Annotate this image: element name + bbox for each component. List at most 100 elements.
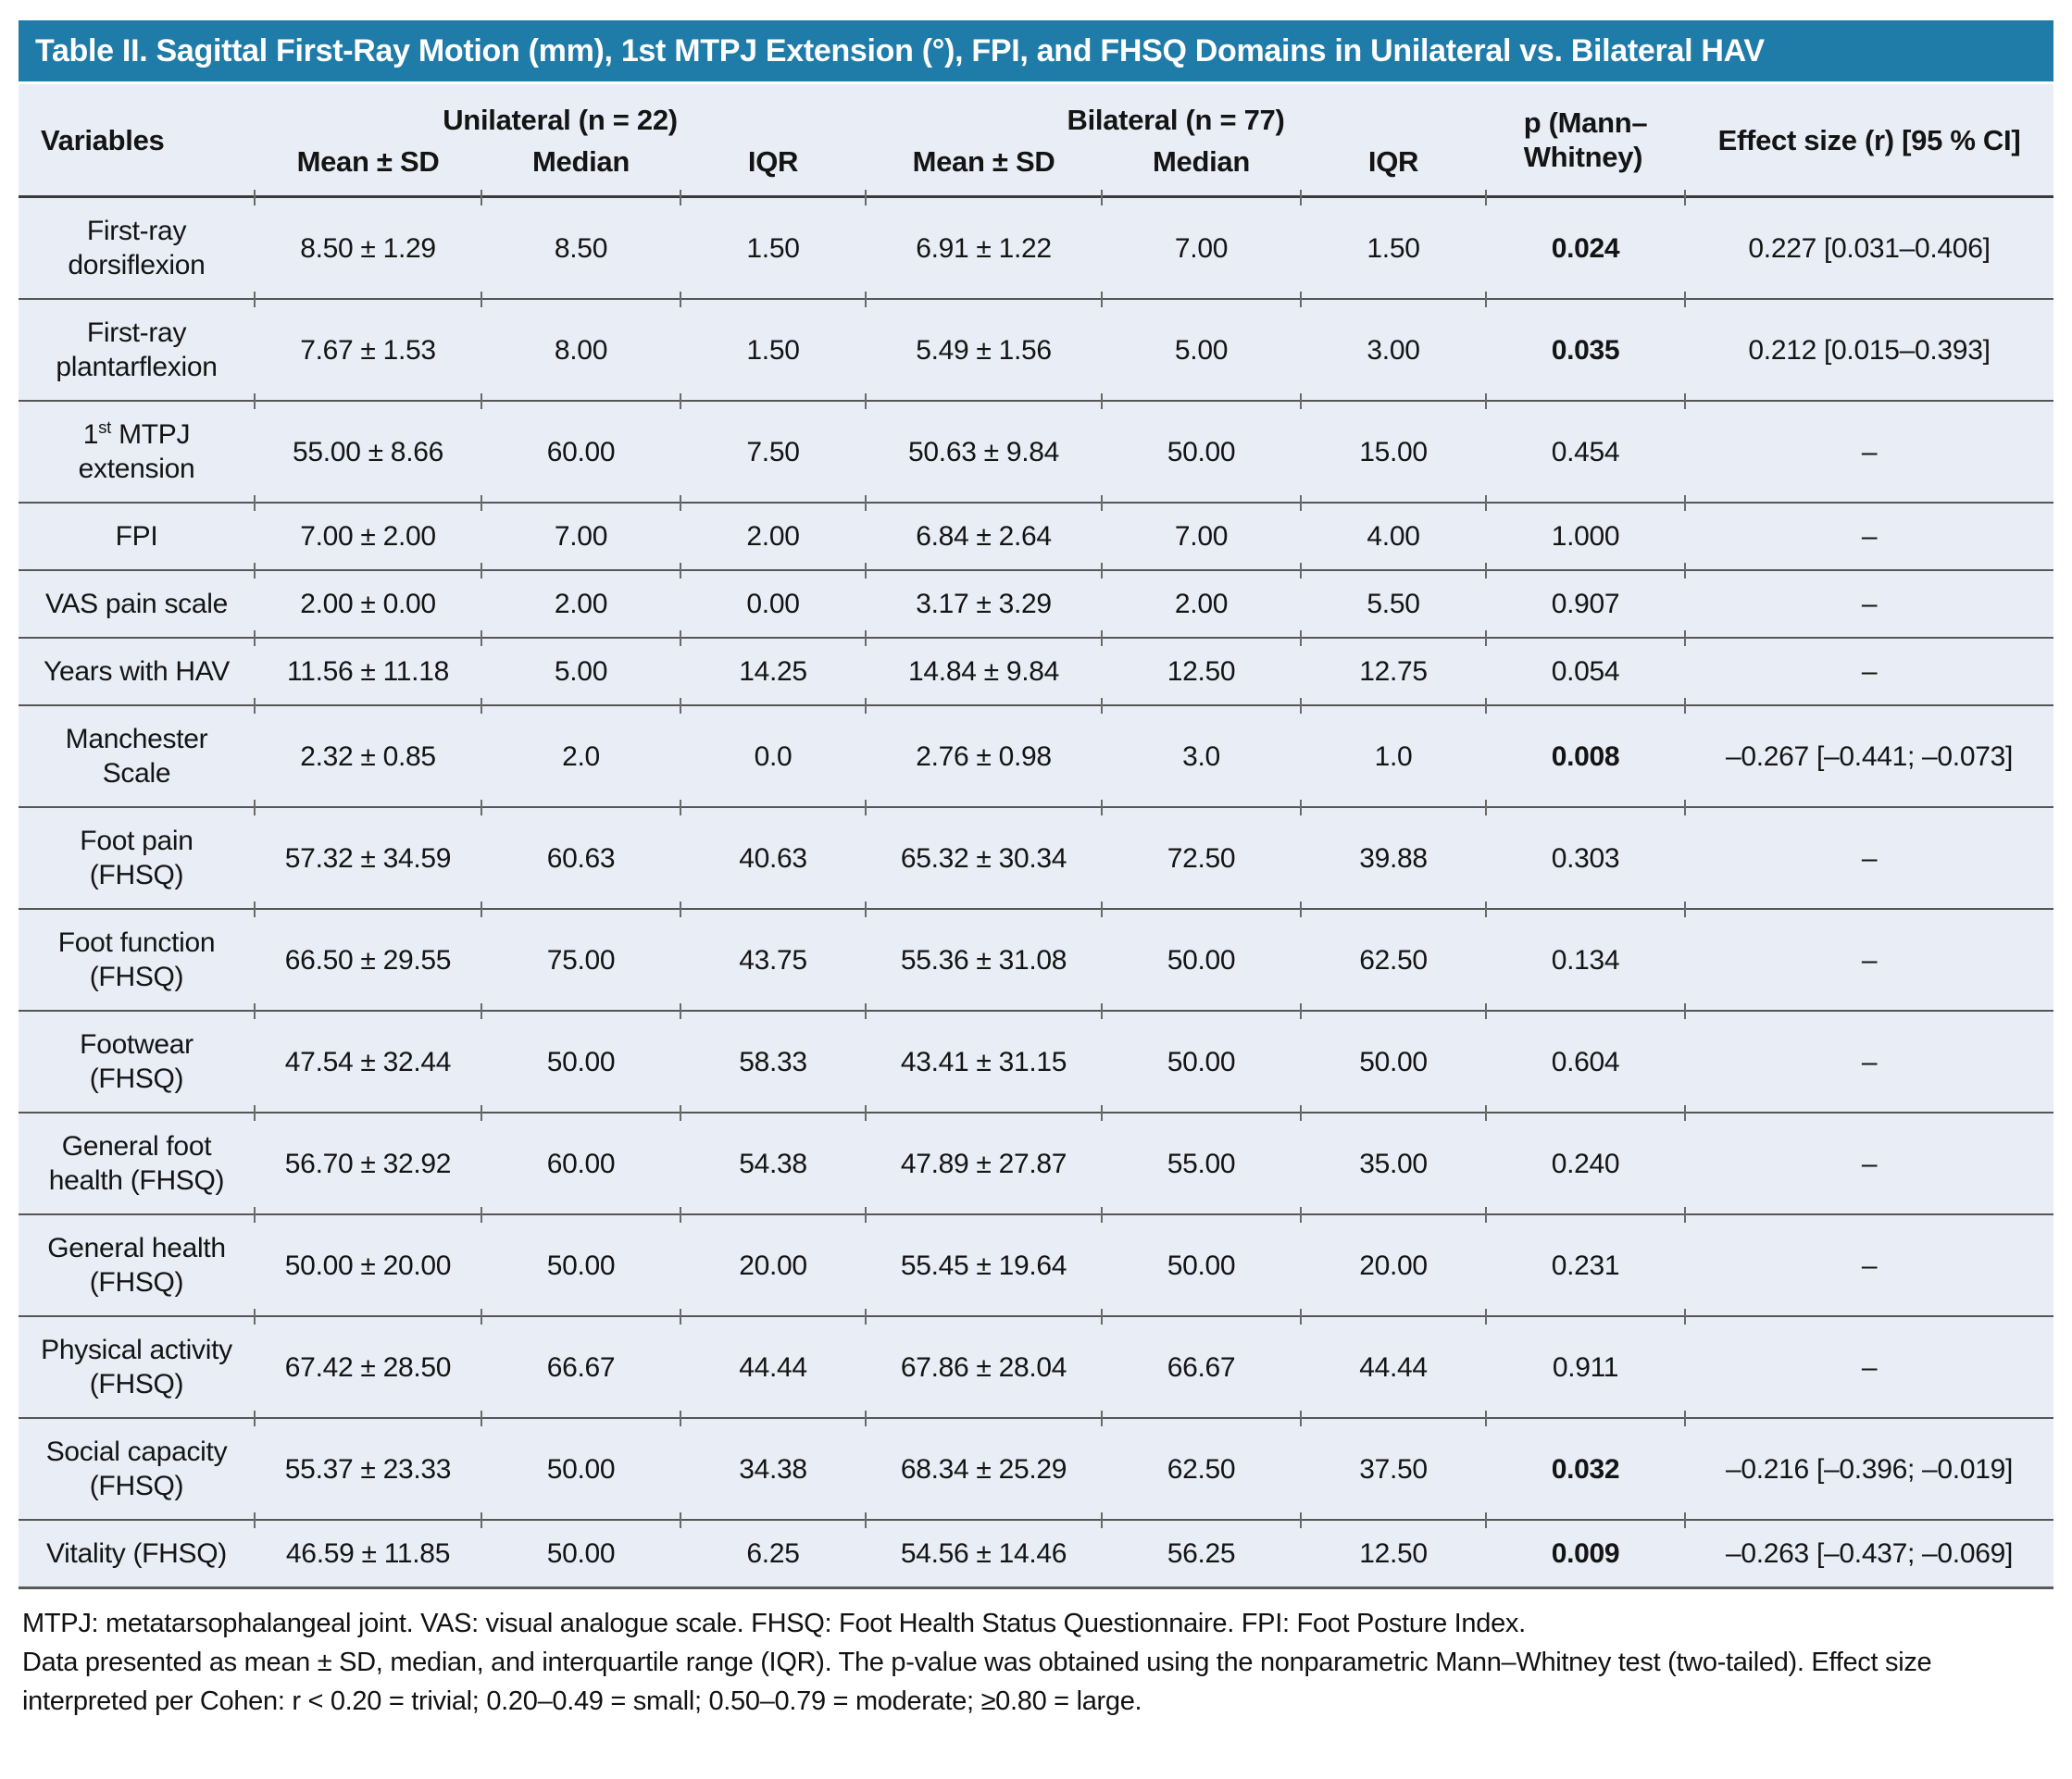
- column-header-uni-median: Median: [481, 139, 680, 198]
- uni-mean-sd-value: 46.59 ± 11.85: [254, 1513, 481, 1588]
- effect-size-value: 0.227 [0.031–0.406]: [1684, 188, 2053, 300]
- effect-size-value: –: [1684, 1004, 2054, 1113]
- p-value: 0.054: [1485, 631, 1686, 705]
- table-row: 1st MTPJ extension 55.00 ± 8.66 60.00 7.50 5…: [19, 394, 2054, 503]
- variable-label: First-ray plantarflexion: [19, 298, 255, 401]
- effect-size-value: –0.216 [–0.396; –0.019]: [1684, 1412, 2054, 1520]
- bil-iqr-value: 4.00: [1300, 496, 1487, 570]
- table-footnotes: MTPJ: metatarsophalangeal joint. VAS: vi…: [19, 1589, 2053, 1721]
- effect-size-value: –: [1684, 902, 2054, 1011]
- variable-label: Foot pain (FHSQ): [19, 806, 255, 909]
- uni-mean-sd-value: 57.32 ± 34.59: [254, 801, 481, 909]
- effect-size-value: –: [1684, 394, 2054, 503]
- table-row: Years with HAV 11.56 ± 11.18 5.00 14.25 14.8…: [19, 631, 2054, 705]
- uni-mean-sd-value: 7.00 ± 2.00: [254, 496, 481, 570]
- bil-mean-sd-value: 5.49 ± 1.56: [865, 292, 1103, 401]
- bil-iqr-value: 37.50: [1300, 1412, 1487, 1520]
- uni-median-value: 75.00: [481, 902, 680, 1011]
- bil-iqr-value: 35.00: [1300, 1106, 1487, 1214]
- header-group-row: Variables Unilateral (n = 22) Bilateral …: [19, 84, 2054, 198]
- uni-iqr-value: 0.00: [679, 564, 867, 638]
- p-value: 0.008: [1485, 699, 1686, 807]
- bil-median-value: 2.00: [1101, 564, 1302, 638]
- table-row: General health (FHSQ) 50.00 ± 20.00 50.00 2…: [19, 1208, 2054, 1316]
- table-header: Variables Unilateral (n = 22) Bilateral …: [19, 84, 2054, 198]
- uni-iqr-value: 1.50: [679, 188, 866, 300]
- bil-iqr-value: 50.00: [1300, 1004, 1487, 1113]
- column-header-bil-mean-sd: Mean ± SD: [866, 139, 1103, 198]
- effect-size-value: –: [1684, 1106, 2054, 1214]
- column-header-bil-median: Median: [1102, 139, 1302, 198]
- column-header-p-value: p (Mann– Whitney): [1486, 84, 1686, 198]
- uni-median-value: 5.00: [481, 631, 680, 705]
- uni-iqr-value: 1.50: [679, 292, 867, 401]
- table-row: Foot pain (FHSQ) 57.32 ± 34.59 60.63 40.63 6…: [19, 801, 2054, 909]
- uni-median-value: 8.00: [481, 292, 680, 401]
- bil-iqr-value: 20.00: [1300, 1208, 1487, 1316]
- uni-median-value: 50.00: [481, 1208, 680, 1316]
- header-sub-row: Mean ± SD Median IQR Mean ± SD Median IQ…: [19, 139, 2053, 198]
- column-header-uni-mean-sd: Mean ± SD: [255, 139, 481, 198]
- table-row: General foot health (FHSQ) 56.70 ± 32.92 6…: [19, 1106, 2054, 1214]
- uni-iqr-value: 58.33: [679, 1004, 867, 1113]
- bil-median-value: 12.50: [1101, 631, 1302, 705]
- bil-median-value: 66.67: [1101, 1310, 1302, 1418]
- variable-label: Footwear (FHSQ): [19, 1010, 255, 1113]
- bil-median-value: 7.00: [1101, 188, 1301, 300]
- variable-label: Social capacity (FHSQ): [19, 1417, 255, 1520]
- table-row: VAS pain scale 2.00 ± 0.00 2.00 0.00 3.17 ± …: [19, 564, 2054, 638]
- bil-median-value: 3.0: [1101, 699, 1302, 807]
- bil-mean-sd-value: 43.41 ± 31.15: [865, 1004, 1103, 1113]
- bil-mean-sd-value: 55.36 ± 31.08: [865, 902, 1103, 1011]
- bil-mean-sd-value: 54.56 ± 14.46: [865, 1513, 1103, 1588]
- uni-median-value: 8.50: [481, 188, 680, 300]
- uni-median-value: 50.00: [481, 1412, 680, 1520]
- uni-mean-sd-value: 2.32 ± 0.85: [254, 699, 481, 807]
- p-value-header-line1: p (Mann–: [1523, 106, 1648, 139]
- uni-median-value: 60.00: [481, 394, 680, 503]
- bil-mean-sd-value: 67.86 ± 28.04: [865, 1310, 1103, 1418]
- bil-iqr-value: 62.50: [1300, 902, 1487, 1011]
- column-group-bilateral: Bilateral (n = 77): [1067, 104, 1285, 136]
- bil-median-value: 50.00: [1101, 1004, 1302, 1113]
- table-title-bar: Table II. Sagittal First-Ray Motion (mm)…: [19, 20, 2053, 81]
- uni-median-value: 50.00: [481, 1513, 680, 1588]
- uni-median-value: 60.63: [481, 801, 680, 909]
- bil-mean-sd-value: 3.17 ± 3.29: [865, 564, 1103, 638]
- effect-size-value: 0.212 [0.015–0.393]: [1684, 292, 2054, 401]
- bil-median-value: 62.50: [1101, 1412, 1302, 1520]
- p-value-header-text: p (Mann– Whitney): [1524, 106, 1648, 174]
- p-value-header-line2: Whitney): [1523, 141, 1643, 173]
- uni-mean-sd-value: 50.00 ± 20.00: [254, 1208, 481, 1316]
- p-value: 0.303: [1485, 801, 1686, 909]
- uni-iqr-value: 54.38: [679, 1106, 867, 1214]
- variable-label: Years with HAV: [19, 637, 255, 705]
- bil-mean-sd-value: 2.76 ± 0.98: [865, 699, 1103, 807]
- column-header-uni-iqr: IQR: [680, 139, 867, 198]
- p-value: 1.000: [1485, 496, 1686, 570]
- uni-median-value: 7.00: [481, 496, 680, 570]
- bil-iqr-value: 1.0: [1300, 699, 1487, 807]
- table-row: Manchester Scale 2.32 ± 0.85 2.0 0.0 2.76 ± …: [19, 699, 2054, 807]
- bil-mean-sd-value: 47.89 ± 27.87: [865, 1106, 1103, 1214]
- p-value: 0.454: [1485, 394, 1686, 503]
- bil-mean-sd-value: 55.45 ± 19.64: [865, 1208, 1103, 1316]
- bil-median-value: 7.00: [1101, 496, 1302, 570]
- variable-label: General foot health (FHSQ): [19, 1112, 255, 1214]
- effect-size-value: –: [1684, 631, 2054, 705]
- p-value: 0.604: [1485, 1004, 1686, 1113]
- uni-iqr-value: 20.00: [679, 1208, 867, 1316]
- uni-mean-sd-value: 47.54 ± 32.44: [254, 1004, 481, 1113]
- column-header-effect-size: Effect size (r) [95 % CI]: [1685, 84, 2054, 198]
- uni-median-value: 50.00: [481, 1004, 680, 1113]
- bil-mean-sd-value: 6.91 ± 1.22: [865, 188, 1102, 300]
- bil-mean-sd-value: 50.63 ± 9.84: [865, 394, 1103, 503]
- variable-label: VAS pain scale: [19, 569, 255, 638]
- footnote-abbreviations: MTPJ: metatarsophalangeal joint. VAS: vi…: [22, 1609, 1526, 1638]
- uni-mean-sd-value: 2.00 ± 0.00: [254, 564, 481, 638]
- effect-size-value: –0.263 [–0.437; –0.069]: [1684, 1513, 2054, 1588]
- effect-size-value: –: [1684, 1310, 2054, 1418]
- variable-label: General health (FHSQ): [19, 1213, 255, 1316]
- p-value: 0.032: [1485, 1412, 1686, 1520]
- footnote-methods: Data presented as mean ± SD, median, and…: [22, 1648, 1932, 1716]
